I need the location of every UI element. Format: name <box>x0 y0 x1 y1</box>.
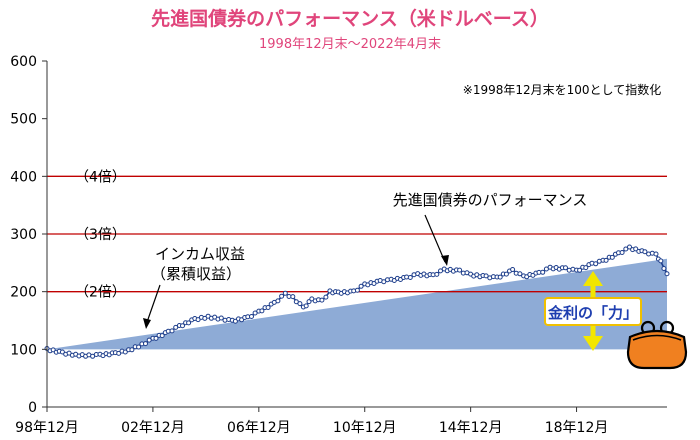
performance-point <box>319 297 325 303</box>
performance-point <box>122 349 128 355</box>
performance-point <box>603 257 609 263</box>
income-area-layer <box>47 258 667 350</box>
performance-point <box>282 290 288 296</box>
performance-point <box>653 251 659 257</box>
x-tick-label-0: 98年12月 <box>15 420 79 436</box>
y-tick-label-400: 400 <box>10 169 37 185</box>
performance-point <box>503 271 509 277</box>
rate-power-arrow-down <box>583 336 603 351</box>
ref-label-200: （2倍） <box>75 285 126 301</box>
performance-point <box>381 279 387 285</box>
axes: 0 100 200 300 400 500 600 98年12月 02年12月 06年12月 10年… <box>10 54 667 436</box>
reference-lines: （2倍） （3倍） （4倍） <box>47 169 667 301</box>
performance-point <box>303 303 309 309</box>
performance-annotation: 先進国債券のパフォーマンス <box>393 191 588 266</box>
rate-power-annotation: 金利の「力」 <box>544 271 642 351</box>
x-tick-label-4: 14年12月 <box>439 420 503 436</box>
performance-point <box>633 246 639 252</box>
x-tick-label-5: 18年12月 <box>545 420 609 436</box>
rate-power-arrow-up <box>583 271 603 286</box>
rate-power-label: 金利の「力」 <box>547 304 638 322</box>
performance-point <box>129 347 135 353</box>
performance-point <box>658 258 664 264</box>
income-area <box>47 258 667 350</box>
y-tick-label-100: 100 <box>10 342 37 358</box>
performance-point <box>623 246 629 252</box>
performance-point <box>279 293 285 299</box>
performance-point <box>609 254 615 260</box>
income-label-line1: インカム収益 <box>155 245 245 263</box>
performance-point <box>407 275 413 280</box>
x-tick-label-3: 10年12月 <box>333 420 397 436</box>
performance-point <box>510 267 516 272</box>
performance-point <box>483 273 489 279</box>
y-tick-label-0: 0 <box>28 400 37 416</box>
performance-point <box>66 350 72 356</box>
performance-line-layer <box>44 244 670 359</box>
y-tick-label-300: 300 <box>10 227 37 243</box>
performance-point <box>173 324 179 330</box>
performance-point <box>186 320 192 326</box>
performance-point <box>202 315 208 321</box>
chart-subtitle: 1998年12月末～2022年4月末 <box>259 37 441 52</box>
performance-point <box>583 265 589 271</box>
coin-purse-icon <box>626 320 688 370</box>
y-tick-label-200: 200 <box>10 285 37 301</box>
performance-point <box>59 349 65 355</box>
performance-point <box>664 271 670 277</box>
performance-point <box>143 341 148 347</box>
performance-pointer-arrowhead <box>441 255 449 266</box>
income-annotation: インカム収益 （累積収益） <box>143 245 245 329</box>
performance-point <box>265 305 271 310</box>
performance-point <box>259 308 265 314</box>
x-tick-label-1: 02年12月 <box>121 420 185 436</box>
chart-note: ※1998年12月末を100として指数化 <box>463 82 661 97</box>
ref-label-300: （3倍） <box>75 227 126 243</box>
performance-point <box>577 267 583 273</box>
performance-label: 先進国債券のパフォーマンス <box>393 191 588 209</box>
performance-point <box>180 323 185 329</box>
performance-point <box>323 294 329 300</box>
income-pointer-arrowhead <box>143 318 151 329</box>
performance-point <box>497 274 503 280</box>
performance-point <box>619 250 625 255</box>
performance-point <box>438 268 443 274</box>
performance-point <box>517 271 523 277</box>
performance-point <box>153 335 159 341</box>
performance-point <box>159 333 165 339</box>
y-tick-label-500: 500 <box>10 112 37 128</box>
income-label-line2: （累積収益） <box>151 265 241 283</box>
x-tick-label-2: 06年12月 <box>227 420 291 436</box>
performance-point <box>457 267 463 273</box>
performance-point <box>642 249 648 255</box>
performance-point <box>169 328 175 334</box>
performance-point <box>540 269 546 275</box>
ref-label-400: （4倍） <box>75 169 126 185</box>
y-tick-label-600: 600 <box>10 54 37 70</box>
performance-pointer-line <box>424 214 446 263</box>
performance-point <box>116 350 122 356</box>
performance-point <box>297 301 303 307</box>
performance-point <box>593 261 599 267</box>
performance-point <box>627 244 632 250</box>
performance-point <box>358 283 364 289</box>
performance-point <box>275 298 281 304</box>
performance-point <box>434 271 440 277</box>
income-pointer-line <box>145 284 161 326</box>
performance-point <box>563 265 568 271</box>
rate-power-label-box <box>544 297 642 326</box>
performance-point <box>354 287 360 293</box>
performance-point <box>136 344 142 350</box>
performance-point <box>661 266 667 271</box>
performance-point <box>218 315 224 321</box>
performance-point <box>146 337 152 343</box>
performance-point <box>252 310 258 316</box>
performance-point <box>249 314 254 319</box>
chart-title: 先進国債券のパフォーマンス（米ドルベース） <box>151 7 549 30</box>
performance-point <box>195 317 201 323</box>
performance-point <box>290 294 296 300</box>
